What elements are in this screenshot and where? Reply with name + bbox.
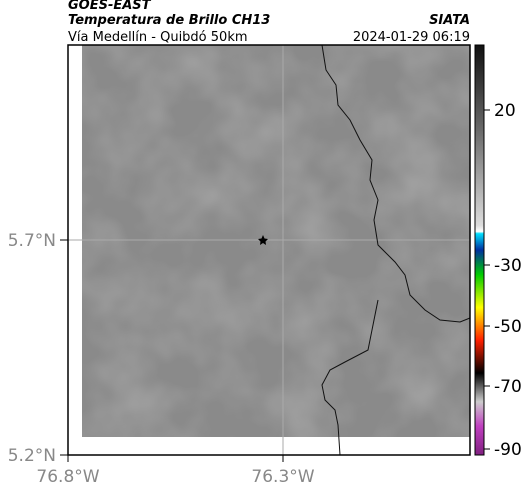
subtitle: Vía Medellín - Quibdó 50km	[68, 30, 248, 45]
colorbar-label: -50	[494, 317, 522, 337]
colorbar-label: -30	[494, 256, 522, 276]
lon-label: 76.3°W	[251, 467, 314, 487]
datetime: 2024-01-29 06:19	[353, 30, 470, 45]
colorbar: 20 -30 -50 -70 -90	[474, 44, 522, 460]
colorbar-label: 20	[494, 101, 516, 121]
cloud-texture	[82, 45, 470, 437]
border	[321, 44, 471, 456]
lat-label: 5.2°N	[8, 446, 56, 466]
lon-label: 76.8°W	[36, 467, 99, 487]
location-marker	[258, 235, 268, 245]
source: SIATA	[429, 13, 470, 28]
map	[67, 44, 471, 456]
colorbar-scale	[474, 44, 485, 456]
title: Temperatura de Brillo CH13	[68, 13, 270, 28]
product: GOES-EAST	[68, 0, 152, 13]
map-frame	[67, 44, 471, 456]
lat-label: 5.7°N	[8, 231, 56, 251]
colorbar-label: -70	[494, 377, 522, 397]
colorbar-label: -90	[494, 440, 522, 460]
